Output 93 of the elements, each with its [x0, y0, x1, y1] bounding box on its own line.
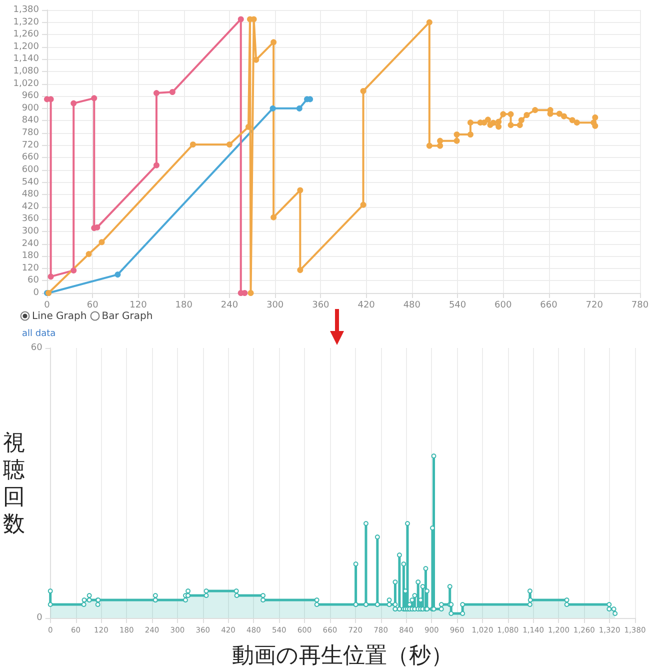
y-tick-label: 840	[22, 116, 40, 126]
point	[297, 267, 304, 274]
x-tick-label: 60	[86, 300, 99, 310]
x-tick-label: 780	[631, 300, 649, 310]
point	[556, 110, 562, 117]
y-tick-label: 420	[22, 202, 40, 212]
x-tick-label: 0	[44, 300, 50, 310]
y-tick-label: 960	[22, 91, 40, 102]
y-tick-label: 1,020	[13, 78, 40, 89]
point	[226, 142, 232, 148]
point	[245, 124, 252, 130]
point	[518, 117, 524, 124]
point	[270, 39, 277, 46]
y-tick-label: 1,320	[13, 17, 40, 28]
y-tick-label: 60	[28, 276, 40, 286]
y-tick-label: 1,260	[13, 30, 40, 40]
y-tick-label: 1,080	[13, 66, 40, 77]
x-tick-label: 660	[540, 300, 558, 310]
y-tick-label: 300	[22, 226, 40, 236]
y-tick-label: 360	[22, 214, 40, 224]
y-tick-label: 540	[22, 177, 40, 188]
x-tick-label: 360	[312, 300, 330, 310]
point	[91, 95, 98, 102]
point	[426, 142, 432, 149]
point	[238, 16, 244, 22]
point	[270, 214, 277, 220]
point	[496, 118, 502, 125]
point	[98, 239, 105, 246]
point	[467, 120, 474, 126]
point	[297, 187, 304, 194]
point	[508, 122, 514, 128]
point	[592, 114, 598, 120]
point	[592, 122, 598, 129]
y-tick-label: 600	[22, 164, 40, 175]
text: Bar Graph	[100, 311, 153, 322]
point	[524, 112, 530, 118]
y-tick-label: 480	[22, 190, 40, 200]
x-tick-label: 720	[586, 300, 604, 310]
point	[454, 138, 460, 144]
chart-title: all data	[22, 329, 56, 339]
y-tick-label: 1,200	[13, 42, 40, 52]
point	[270, 105, 276, 112]
y-tick-label: 1,380	[13, 5, 40, 15]
point	[70, 267, 77, 274]
point	[569, 117, 576, 124]
point	[467, 131, 474, 138]
y-tick-label: 900	[22, 103, 40, 114]
point	[574, 120, 580, 126]
point	[360, 202, 366, 208]
y-tick-label: 60	[30, 343, 43, 353]
point	[496, 124, 502, 130]
text: Line Graph	[31, 311, 87, 322]
x-tick-label: 120	[130, 300, 148, 310]
x-tick-label: 540	[448, 300, 466, 310]
point	[508, 111, 514, 118]
point	[190, 142, 196, 148]
y-tick-label: 0	[36, 613, 43, 623]
point	[48, 274, 54, 280]
point	[437, 138, 444, 144]
y-tick-label: 1,140	[13, 54, 40, 64]
y-tick-label: 780	[22, 128, 40, 138]
point	[500, 111, 506, 118]
y-tick-label: 120	[22, 263, 40, 274]
point	[516, 122, 523, 128]
y-tick-label: 720	[22, 140, 40, 150]
x-tick-label: 240	[220, 300, 238, 310]
x-tick-label: 300	[266, 300, 284, 310]
point	[153, 90, 160, 96]
point	[484, 116, 491, 123]
point	[248, 290, 254, 296]
point	[360, 88, 366, 94]
x-tick-label: 180	[175, 300, 193, 310]
x-tick-label: 480	[403, 300, 421, 310]
y-axis-title: 視聴回数	[3, 430, 25, 536]
point	[169, 89, 176, 96]
y-tick-label: 0	[33, 288, 40, 298]
y-tick-label: 240	[22, 238, 40, 249]
point	[296, 105, 302, 112]
y-tick-label: 180	[22, 251, 40, 262]
point	[532, 107, 538, 114]
point	[70, 100, 77, 106]
x-tick-label: 600	[494, 300, 512, 310]
point	[437, 142, 444, 149]
point	[560, 113, 567, 120]
point	[490, 120, 496, 126]
point	[153, 162, 160, 168]
x-tick-label: 420	[358, 300, 376, 310]
x-axis-title: 動画の再生位置（秒）	[232, 642, 454, 668]
point	[426, 19, 432, 26]
point	[114, 272, 121, 278]
y-tick-label: 660	[22, 152, 40, 163]
point	[454, 131, 460, 138]
point	[86, 251, 92, 258]
